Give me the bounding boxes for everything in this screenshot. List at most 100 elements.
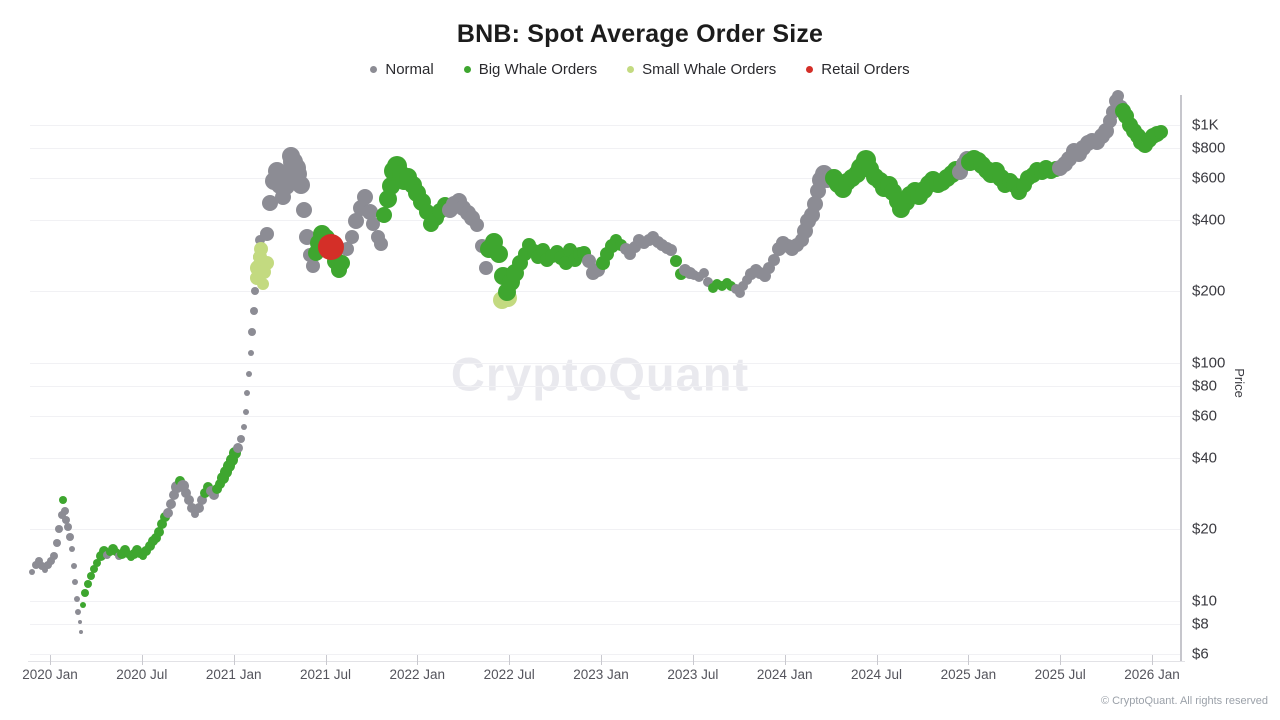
legend-item-retail-orders[interactable]: Retail Orders: [806, 61, 910, 78]
gridline: [30, 219, 1180, 221]
y-tick-label: $6: [1192, 645, 1209, 663]
data-point-normal: [296, 201, 313, 218]
data-point-normal: [242, 409, 249, 416]
data-point-normal: [191, 510, 200, 518]
data-point-normal: [738, 281, 749, 292]
data-point-normal: [69, 546, 76, 553]
x-tick-mark: [876, 655, 878, 665]
data-point-big-whale-orders: [211, 484, 222, 495]
x-tick-label: 2023 Jan: [573, 667, 629, 682]
data-point-big-whale-orders: [59, 496, 67, 505]
legend-label: Small Whale Orders: [642, 61, 777, 78]
x-tick-label: 2020 Jul: [116, 667, 168, 682]
data-point-big-whale-orders: [150, 533, 161, 543]
data-point-big-whale-orders: [716, 281, 727, 292]
data-point-normal: [698, 267, 709, 278]
data-point-normal: [79, 630, 84, 635]
x-tick-label: 2023 Jul: [667, 667, 719, 682]
legend-dot-icon: [627, 66, 635, 73]
data-point-normal: [470, 218, 484, 232]
x-tick-label: 2026 Jan: [1124, 667, 1180, 682]
data-point-big-whale-orders: [90, 565, 99, 574]
data-point-big-whale-orders: [334, 255, 351, 272]
y-tick-label: $20: [1192, 520, 1218, 538]
x-tick-label: 2022 Jul: [483, 667, 535, 682]
data-point-normal: [249, 307, 258, 316]
legend-label: Normal: [385, 61, 434, 78]
data-point-normal: [734, 288, 745, 299]
data-point-normal: [37, 562, 46, 571]
data-point-big-whale-orders: [139, 552, 148, 561]
data-point-normal: [373, 237, 388, 252]
data-point-small-whale-orders: [256, 277, 269, 290]
x-tick-label: 2025 Jan: [940, 667, 997, 682]
data-point-normal: [665, 244, 678, 257]
data-point-normal: [49, 551, 58, 560]
data-point-big-whale-orders: [670, 255, 682, 268]
data-point-normal: [62, 515, 71, 524]
gridline: [30, 624, 1180, 626]
data-point-big-whale-orders: [156, 519, 167, 530]
x-tick-mark: [601, 655, 602, 665]
data-point-normal: [55, 525, 64, 534]
data-point-big-whale-orders: [84, 579, 93, 588]
legend-label: Big Whale Orders: [478, 61, 598, 78]
gridline: [30, 148, 1180, 150]
y-axis-title: Price: [1232, 368, 1247, 398]
right-axis-line: [1180, 95, 1182, 661]
data-point-normal: [742, 274, 753, 285]
x-tick-mark: [692, 655, 694, 665]
data-point-small-whale-orders: [259, 256, 274, 271]
x-tick-mark: [968, 655, 970, 665]
gridline: [30, 177, 1180, 179]
data-point-normal: [478, 260, 493, 275]
data-point-normal: [357, 188, 374, 205]
data-point-normal: [169, 489, 179, 500]
data-point-normal: [240, 423, 247, 430]
data-point-normal: [52, 539, 61, 548]
data-point-normal: [57, 510, 66, 519]
x-tick-label: 2024 Jul: [850, 667, 903, 682]
data-point-normal: [72, 579, 79, 586]
data-point-normal: [244, 389, 251, 396]
data-point-big-whale-orders: [95, 551, 106, 562]
x-tick-mark: [417, 655, 419, 665]
x-tick-mark: [1152, 655, 1153, 665]
gridline: [30, 457, 1180, 459]
data-point-normal: [254, 234, 265, 245]
legend-item-big-whale-orders[interactable]: Big Whale Orders: [463, 61, 598, 78]
data-point-normal: [233, 442, 244, 453]
x-tick-label: 2021 Jan: [205, 667, 262, 682]
data-point-normal: [29, 569, 36, 576]
x-tick-label: 2022 Jan: [389, 667, 446, 682]
data-point-big-whale-orders: [489, 244, 508, 263]
data-point-big-whale-orders: [707, 283, 718, 294]
data-point-normal: [306, 259, 321, 274]
data-point-big-whale-orders: [375, 206, 392, 223]
data-point-normal: [43, 560, 52, 569]
legend-item-small-whale-orders[interactable]: Small Whale Orders: [627, 61, 776, 78]
data-point-big-whale-orders: [141, 546, 152, 557]
data-point-normal: [208, 489, 219, 500]
copyright-text: © CryptoQuant. All rights reserved: [1100, 695, 1268, 707]
data-point-normal: [73, 596, 80, 602]
data-point-normal: [1112, 89, 1125, 102]
data-point-normal: [77, 619, 82, 624]
data-point-small-whale-orders: [254, 242, 269, 257]
data-point-normal: [187, 503, 198, 514]
data-point-normal: [361, 204, 378, 221]
legend-item-normal[interactable]: Normal: [370, 61, 434, 78]
data-point-normal: [247, 350, 254, 357]
legend-dot-icon: [463, 66, 471, 73]
gridline: [30, 386, 1180, 388]
data-point-normal: [292, 175, 310, 194]
data-point-big-whale-orders: [199, 487, 210, 498]
gridline: [30, 125, 1180, 126]
data-point-normal: [348, 213, 365, 229]
data-point-normal: [806, 196, 823, 213]
data-point-normal: [165, 499, 176, 510]
y-tick-label: $400: [1192, 211, 1226, 229]
data-point-normal: [60, 506, 69, 515]
data-point-big-whale-orders: [153, 527, 164, 537]
gridline: [30, 363, 1180, 364]
